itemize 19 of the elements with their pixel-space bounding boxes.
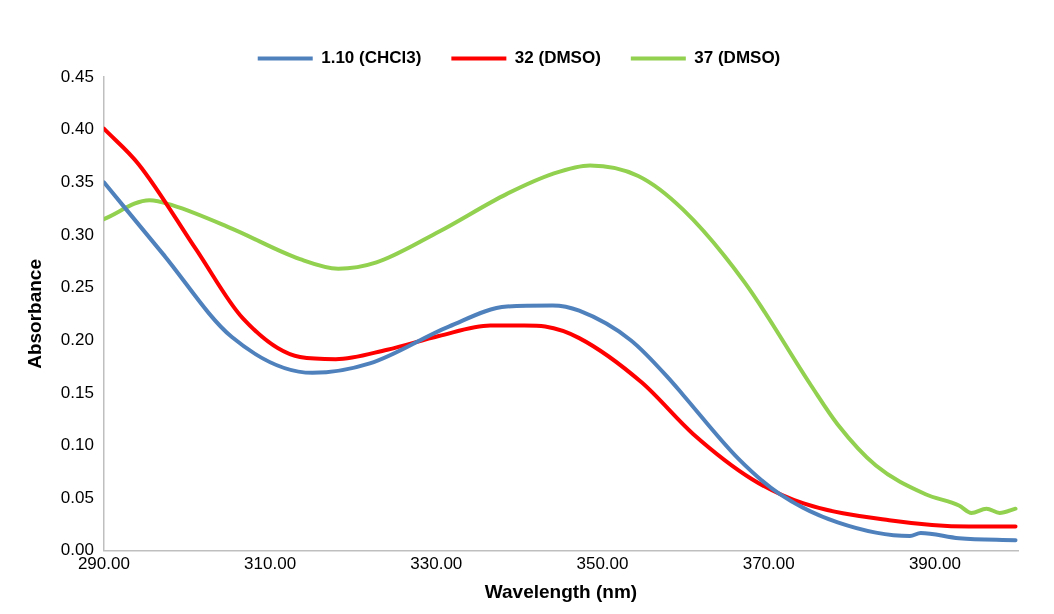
y-tick-label: 0.45 xyxy=(60,66,94,86)
y-tick-label: 0.10 xyxy=(60,435,94,455)
legend-label: 1.10 (CHCl3) xyxy=(321,48,422,68)
y-tick-label: 0.05 xyxy=(60,487,94,507)
x-tick-label: 390.00 xyxy=(908,553,961,573)
x-axis-title: Wavelength (nm) xyxy=(484,580,638,602)
legend-label: 37 (DMSO) xyxy=(694,48,781,68)
x-tick-label: 350.00 xyxy=(576,553,629,573)
x-tick-label: 370.00 xyxy=(742,553,795,573)
y-tick-label: 0.15 xyxy=(60,382,94,402)
x-tick-label: 330.00 xyxy=(410,553,463,573)
y-tick-label: 0.20 xyxy=(60,329,94,349)
y-tick-label: 0.35 xyxy=(60,171,94,191)
y-tick-label: 0.30 xyxy=(60,224,94,244)
y-axis-title: Absorbance xyxy=(23,258,45,369)
y-tick-label: 0.40 xyxy=(60,119,94,139)
legend-label: 32 (DMSO) xyxy=(514,48,601,68)
x-tick-label: 310.00 xyxy=(244,553,297,573)
y-tick-label: 0.25 xyxy=(60,277,94,297)
